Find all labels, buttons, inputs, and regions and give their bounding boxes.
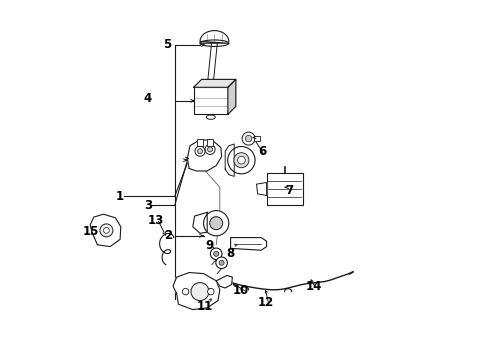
Circle shape: [216, 257, 227, 269]
Circle shape: [245, 135, 252, 142]
Circle shape: [103, 228, 109, 233]
Circle shape: [238, 156, 245, 164]
Text: 12: 12: [258, 296, 274, 309]
Text: 13: 13: [147, 214, 164, 227]
Polygon shape: [173, 273, 220, 310]
Polygon shape: [225, 144, 234, 176]
Text: 3: 3: [145, 199, 152, 212]
Circle shape: [205, 144, 215, 154]
Bar: [254, 136, 261, 141]
Circle shape: [234, 153, 249, 168]
Circle shape: [195, 146, 205, 156]
Text: 15: 15: [83, 225, 99, 238]
Text: 4: 4: [144, 93, 152, 105]
Text: 8: 8: [226, 247, 234, 260]
Circle shape: [191, 283, 209, 301]
Text: 6: 6: [258, 145, 267, 158]
Circle shape: [182, 288, 189, 295]
Polygon shape: [200, 31, 229, 43]
Text: 5: 5: [163, 39, 172, 51]
Circle shape: [242, 132, 255, 145]
Circle shape: [219, 260, 224, 265]
Polygon shape: [193, 212, 207, 233]
Circle shape: [204, 211, 229, 236]
Polygon shape: [194, 79, 236, 87]
Circle shape: [214, 251, 219, 256]
Text: 1: 1: [116, 190, 124, 203]
Circle shape: [210, 217, 222, 230]
Text: 7: 7: [285, 184, 293, 197]
Polygon shape: [231, 238, 267, 250]
Polygon shape: [187, 140, 221, 171]
Text: 9: 9: [205, 239, 213, 252]
Bar: [194, 87, 228, 114]
Circle shape: [197, 149, 202, 154]
Bar: [197, 139, 203, 146]
Text: 11: 11: [196, 300, 213, 313]
Circle shape: [208, 288, 214, 295]
Text: 14: 14: [305, 280, 321, 293]
Polygon shape: [216, 275, 232, 288]
Circle shape: [210, 248, 222, 260]
Circle shape: [208, 147, 213, 152]
Polygon shape: [228, 79, 236, 114]
Bar: [267, 173, 303, 205]
Bar: [207, 139, 213, 146]
Polygon shape: [90, 214, 121, 247]
Text: 10: 10: [233, 284, 249, 297]
Text: 2: 2: [164, 229, 172, 242]
Circle shape: [228, 147, 255, 174]
Circle shape: [100, 224, 113, 237]
Ellipse shape: [206, 115, 215, 120]
Polygon shape: [257, 183, 267, 195]
